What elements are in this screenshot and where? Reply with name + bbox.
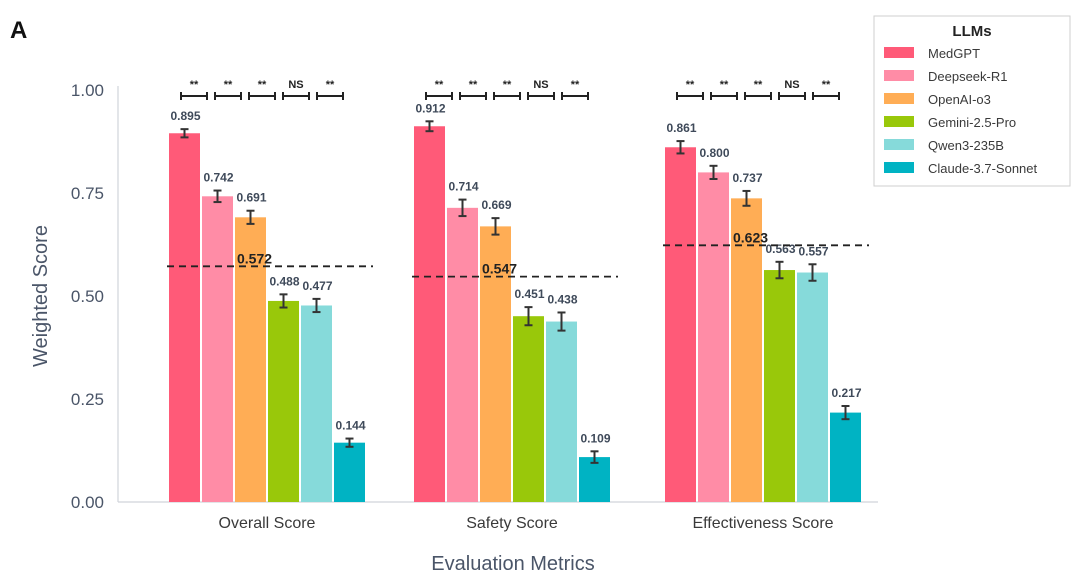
bar: [169, 133, 200, 502]
x-tick-label: Effectiveness Score: [692, 515, 833, 532]
legend-label: MedGPT: [928, 46, 980, 61]
significance-label: **: [822, 79, 831, 91]
data-label: 0.217: [831, 386, 861, 400]
legend-swatch: [884, 139, 914, 150]
bar: [202, 196, 233, 502]
significance-label: **: [326, 79, 335, 91]
legend-label: Deepseek-R1: [928, 69, 1008, 84]
significance-label: **: [258, 79, 267, 91]
legend-label: Gemini-2.5-Pro: [928, 115, 1016, 130]
mean-label: 0.623: [733, 229, 768, 245]
data-label: 0.800: [699, 146, 729, 160]
legend-label: Qwen3-235B: [928, 138, 1004, 153]
data-label: 0.563: [765, 242, 795, 256]
data-label: 0.557: [798, 244, 828, 258]
data-label: 0.477: [302, 279, 332, 293]
significance-label: **: [754, 79, 763, 91]
y-tick-label: 0.00: [71, 493, 104, 512]
bar: [268, 300, 299, 502]
data-label: 0.861: [666, 121, 696, 135]
bar: [665, 147, 696, 502]
y-tick-label: 0.75: [71, 184, 104, 203]
significance-label: **: [503, 79, 512, 91]
mean-label: 0.547: [482, 261, 517, 277]
data-label: 0.488: [269, 274, 299, 288]
legend-title: LLMs: [952, 23, 991, 40]
y-tick-label: 0.50: [71, 287, 104, 306]
bar: [301, 305, 332, 502]
bar: [480, 226, 511, 502]
significance-label: **: [686, 79, 695, 91]
significance-label: **: [435, 79, 444, 91]
data-label: 0.438: [547, 292, 577, 306]
data-label: 0.714: [448, 180, 478, 194]
bar: [513, 316, 544, 502]
bar: [731, 198, 762, 502]
data-label: 0.737: [732, 171, 762, 185]
bar: [698, 172, 729, 502]
bar: [414, 126, 445, 503]
significance-label: NS: [784, 79, 799, 91]
y-axis-title: Weighted Score: [30, 225, 52, 367]
y-tick-label: 1.00: [71, 81, 104, 100]
significance-label: **: [571, 79, 580, 91]
bar: [579, 457, 610, 502]
significance-label: **: [224, 79, 233, 91]
y-tick-label: 0.25: [71, 390, 104, 409]
significance-label: NS: [288, 79, 303, 91]
data-label: 0.895: [170, 109, 200, 123]
x-tick-label: Safety Score: [466, 515, 558, 532]
significance-label: **: [469, 79, 478, 91]
legend-swatch: [884, 93, 914, 104]
y-axis: 0.00 0.25 0.50 0.75 1.00: [71, 81, 119, 512]
x-axis-title: Evaluation Metrics: [431, 553, 594, 575]
legend: LLMs MedGPT Deepseek-R1 OpenAI-o3 Gemini-2.…: [873, 15, 1071, 187]
bar: [797, 272, 828, 502]
legend-label: Claude-3.7-Sonnet: [928, 161, 1038, 176]
bar: [764, 270, 795, 502]
legend-items: MedGPT Deepseek-R1 OpenAI-o3 Gemini-2.5-Pro…: [884, 46, 1038, 176]
data-label: 0.144: [335, 419, 365, 433]
panel-label: A: [10, 17, 27, 44]
mean-label: 0.572: [237, 250, 272, 266]
x-tick-label: Overall Score: [219, 515, 316, 532]
x-axis: Overall Score Safety Score Effectiveness S…: [118, 501, 878, 532]
legend-swatch: [884, 162, 914, 173]
data-label: 0.109: [580, 431, 610, 445]
bars: [169, 126, 861, 503]
data-label: 0.691: [236, 191, 266, 205]
bar: [546, 321, 577, 502]
data-label: 0.742: [203, 171, 233, 185]
significance-label: NS: [533, 79, 548, 91]
legend-swatch: [884, 70, 914, 81]
bar: [334, 442, 365, 502]
significance-label: **: [190, 79, 199, 91]
data-label: 0.451: [514, 287, 544, 301]
bar: [235, 217, 266, 503]
data-label: 0.912: [415, 101, 445, 115]
data-label: 0.669: [481, 198, 511, 212]
legend-label: OpenAI-o3: [928, 92, 991, 107]
legend-swatch: [884, 47, 914, 58]
bar: [447, 207, 478, 502]
significance-label: **: [720, 79, 729, 91]
bar: [830, 412, 861, 502]
legend-swatch: [884, 116, 914, 127]
